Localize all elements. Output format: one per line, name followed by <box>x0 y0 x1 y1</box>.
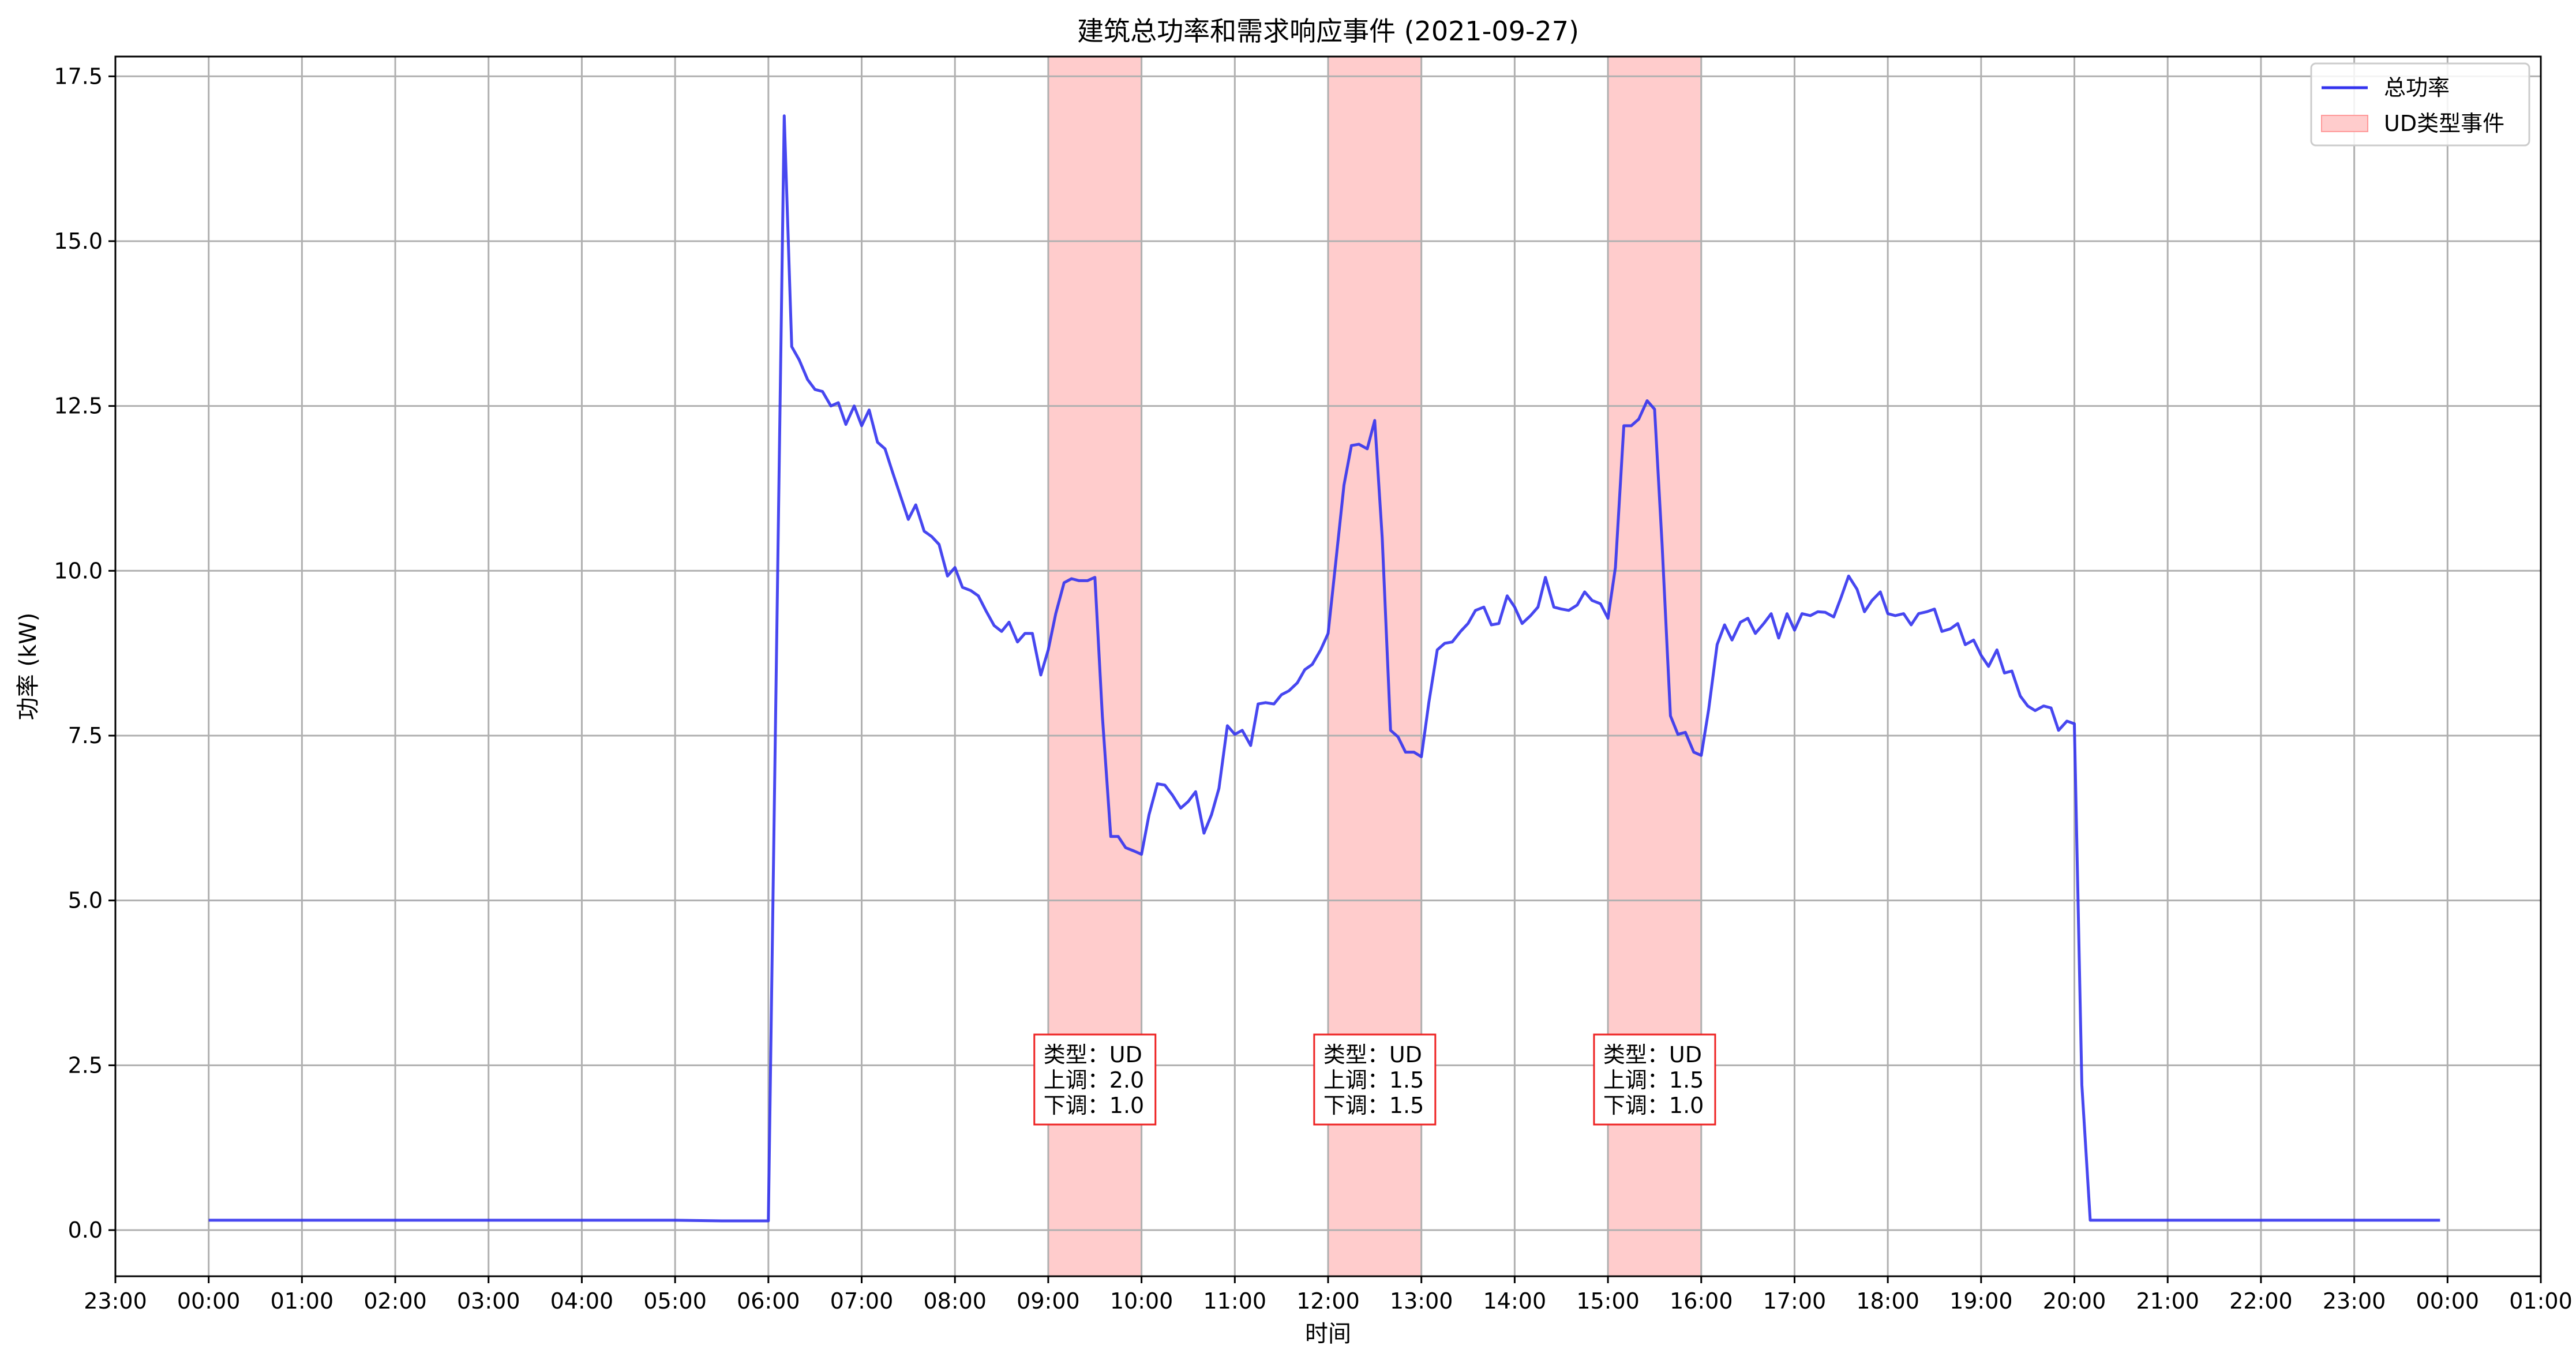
annotation-line: 上调：1.5 <box>1603 1067 1704 1093</box>
x-tick-label: 04:00 <box>550 1288 614 1314</box>
y-tick-label: 15.0 <box>54 228 103 254</box>
legend-patch-swatch <box>2321 115 2368 132</box>
annotation-line: 上调：2.0 <box>1044 1067 1144 1093</box>
series-layer <box>208 114 2440 1223</box>
x-tick-label: 01:00 <box>2509 1288 2573 1314</box>
x-tick-label: 18:00 <box>1856 1288 1919 1314</box>
y-tick-label: 0.0 <box>68 1217 103 1243</box>
x-tick-label: 08:00 <box>923 1288 987 1314</box>
annotation-box <box>1033 1033 1157 1126</box>
event-annotations: 类型：UD上调：2.0下调：1.0类型：UD上调：1.5下调：1.5类型：UD上… <box>1033 1033 1716 1126</box>
y-tick-label: 5.0 <box>68 888 103 913</box>
series-line-total-power <box>208 114 2440 1223</box>
x-tick-label: 17:00 <box>1763 1288 1827 1314</box>
x-tick-label: 23:00 <box>84 1288 147 1314</box>
x-tick-label: 21:00 <box>2136 1288 2199 1314</box>
x-axis-ticks: 23:00 00:00 01:00 02:00 03:00 04:00 05:00 06:00… <box>84 1276 2573 1314</box>
x-tick-label: 15:00 <box>1576 1288 1640 1314</box>
annotation-line: 类型：UD <box>1603 1042 1702 1067</box>
legend: 总功率 UD类型事件 <box>2310 62 2530 147</box>
x-tick-label: 10:00 <box>1110 1288 1173 1314</box>
x-tick-label: 09:00 <box>1017 1288 1080 1314</box>
annotation-line: 类型：UD <box>1323 1042 1422 1067</box>
y-tick-label: 2.5 <box>68 1052 103 1078</box>
annotation-line: 类型：UD <box>1044 1042 1142 1067</box>
x-tick-label: 19:00 <box>1949 1288 2013 1314</box>
x-tick-label: 01:00 <box>271 1288 334 1314</box>
x-tick-label: 16:00 <box>1670 1288 1733 1314</box>
legend-label: UD类型事件 <box>2384 111 2504 136</box>
annotation-line: 下调：1.0 <box>1044 1093 1144 1118</box>
x-tick-label: 07:00 <box>830 1288 894 1314</box>
x-tick-label: 11:00 <box>1203 1288 1267 1314</box>
x-tick-label: 12:00 <box>1296 1288 1360 1314</box>
legend-label: 总功率 <box>2384 75 2450 100</box>
x-tick-label: 20:00 <box>2043 1288 2106 1314</box>
chart-title: 建筑总功率和需求响应事件 (2021-09-27) <box>1077 16 1579 47</box>
x-tick-label: 22:00 <box>2229 1288 2293 1314</box>
x-tick-label: 02:00 <box>363 1288 427 1314</box>
x-tick-label: 23:00 <box>2323 1288 2386 1314</box>
event-bands <box>1048 57 1701 1276</box>
x-tick-label: 06:00 <box>737 1288 800 1314</box>
y-axis-label: 功率 (kW) <box>15 613 42 721</box>
annotation-line: 下调：1.0 <box>1603 1093 1704 1118</box>
y-axis-ticks: 0.0 2.5 5.0 7.5 10.0 12.5 15.0 17.5 <box>54 63 115 1243</box>
annotation-box <box>1313 1033 1437 1126</box>
x-axis-label: 时间 <box>1305 1321 1351 1347</box>
x-tick-label: 05:00 <box>643 1288 707 1314</box>
y-tick-label: 10.0 <box>54 558 103 583</box>
y-tick-label: 7.5 <box>68 723 103 748</box>
annotation-line: 上调：1.5 <box>1323 1067 1424 1093</box>
x-tick-label: 00:00 <box>2416 1288 2480 1314</box>
x-tick-label: 14:00 <box>1483 1288 1547 1314</box>
x-tick-label: 03:00 <box>457 1288 520 1314</box>
y-tick-label: 12.5 <box>54 393 103 419</box>
annotation-line: 下调：1.5 <box>1323 1093 1424 1118</box>
x-tick-label: 13:00 <box>1390 1288 1453 1314</box>
x-tick-label: 00:00 <box>177 1288 241 1314</box>
y-tick-label: 17.5 <box>54 63 103 89</box>
annotation-box <box>1593 1033 1716 1126</box>
